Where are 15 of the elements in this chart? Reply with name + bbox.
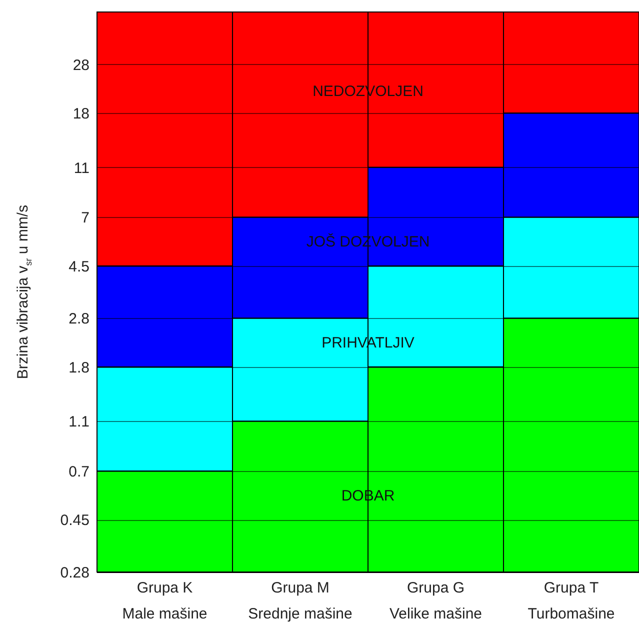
y-tick-label: 11 xyxy=(74,160,90,177)
y-tick-label: 0.7 xyxy=(68,463,90,480)
y-tick-label: 1.1 xyxy=(68,414,90,431)
x-tick-label: Grupa K Male mašine xyxy=(122,580,208,622)
y-tick-label: 1.8 xyxy=(68,359,90,376)
y-tick-label: 4.5 xyxy=(68,258,90,276)
y-tick-label: 28 xyxy=(72,56,90,74)
y-tick-label: 0.45 xyxy=(60,512,90,530)
y-tick-label: 0.28 xyxy=(60,564,90,582)
x-tick-label: Grupa M Srednje mašine xyxy=(248,580,352,622)
y-tick-label: 7 xyxy=(81,210,90,227)
y-tick-label: 18 xyxy=(72,106,90,123)
x-tick-label: Grupa G Velike mašine xyxy=(389,580,482,622)
x-tick-label: Grupa T Turbomašine xyxy=(528,580,615,622)
y-tick-label: 2.8 xyxy=(68,310,90,328)
